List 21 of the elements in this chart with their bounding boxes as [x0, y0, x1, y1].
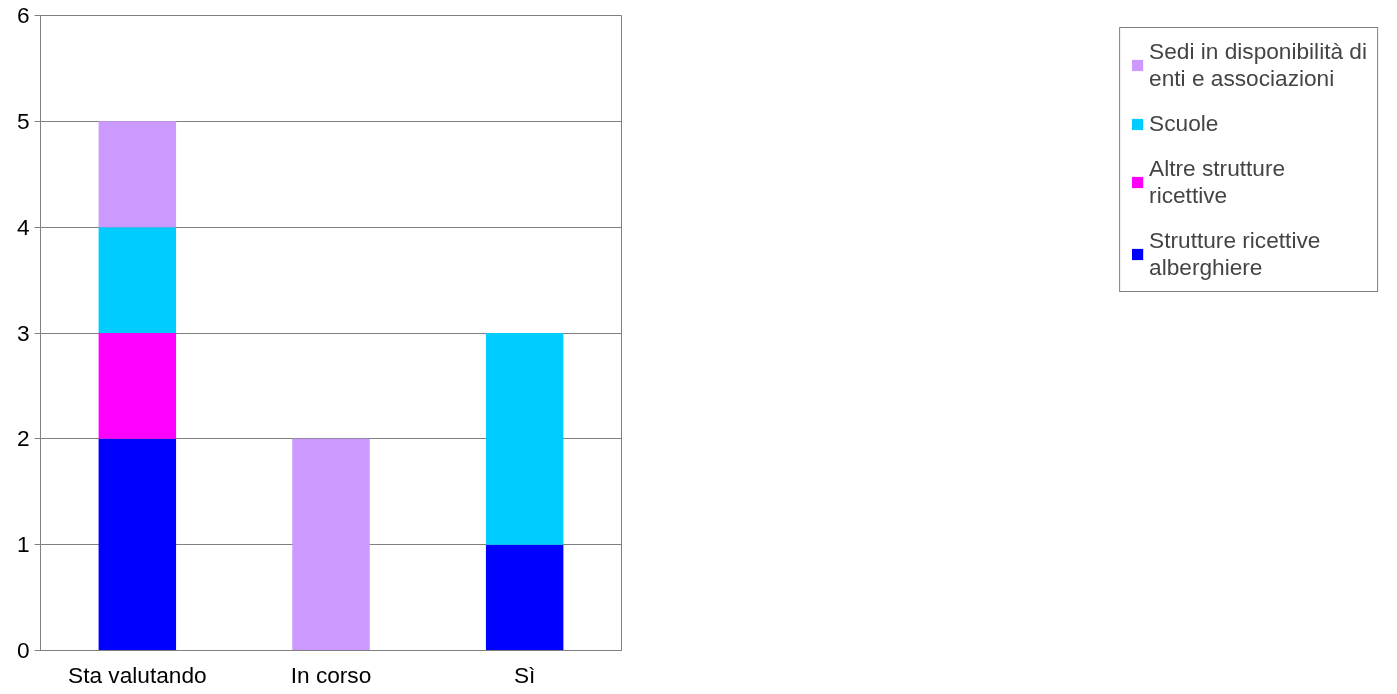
bar	[98, 121, 177, 228]
bar	[292, 438, 370, 651]
y-tick-label: 0	[16, 637, 30, 663]
y-tick-label: 5	[16, 107, 30, 134]
legend-label: Sedi in disponibilità di enti e associazioni	[1149, 38, 1367, 92]
y-tick-label: 1	[16, 531, 30, 558]
y-tick-label: 3	[16, 319, 30, 346]
bar	[485, 333, 564, 545]
legend-label: Altre strutture ricettive	[1149, 155, 1286, 209]
bar	[98, 333, 177, 439]
legend-label: Strutture ricettive alberghiere	[1149, 227, 1321, 281]
legend-label: Scuole	[1149, 110, 1219, 137]
x-tick-label: In corso	[290, 661, 372, 688]
y-tick-label: 4	[16, 213, 30, 240]
y-tick-label: 6	[16, 2, 30, 28]
x-tick-label: Sta valutando	[68, 661, 207, 688]
bar	[98, 227, 177, 333]
y-tick-label: 2	[16, 425, 30, 452]
bar	[98, 438, 177, 651]
x-tick-label: Sì	[513, 661, 536, 688]
bar	[485, 544, 564, 651]
